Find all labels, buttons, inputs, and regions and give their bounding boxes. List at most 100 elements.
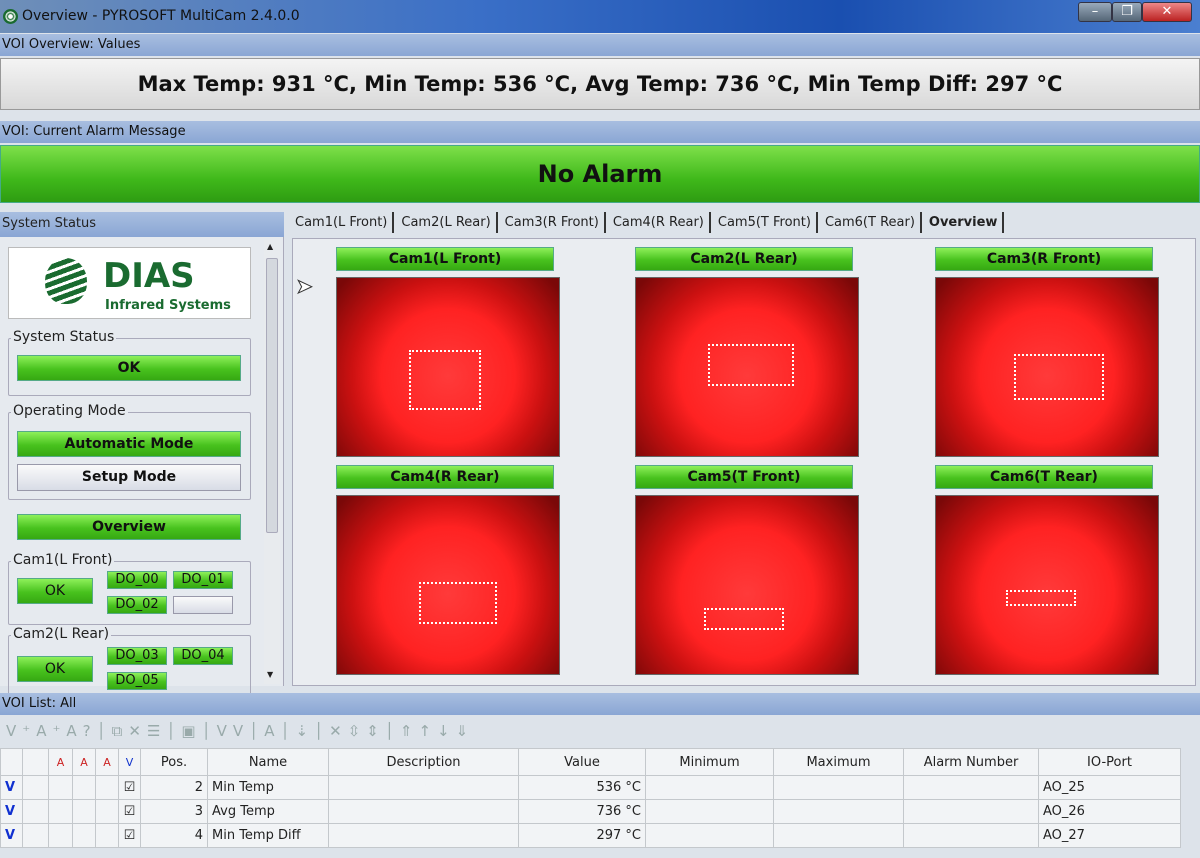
camera-label[interactable]: Cam2(L Rear): [635, 247, 853, 271]
scroll-up-icon[interactable]: ▲: [267, 242, 274, 251]
col-maximum[interactable]: Maximum: [773, 748, 904, 776]
camera-label[interactable]: Cam3(R Front): [935, 247, 1153, 271]
add-voi-icon[interactable]: V⁺: [6, 722, 37, 740]
voi-region[interactable]: [704, 608, 784, 630]
thermal-image[interactable]: [336, 495, 560, 675]
tab-0[interactable]: Cam1(L Front): [290, 212, 395, 233]
col-io-port[interactable]: IO-Port: [1038, 748, 1181, 776]
voi-region[interactable]: [419, 582, 497, 624]
minimize-button[interactable]: –: [1078, 2, 1112, 22]
camera-label[interactable]: Cam4(R Rear): [336, 465, 554, 489]
name-cell: Min Temp: [207, 775, 329, 800]
value-cell: 736 °C: [518, 799, 646, 824]
thermal-image[interactable]: [635, 277, 859, 457]
thermal-image[interactable]: [336, 277, 560, 457]
minimum-cell: [645, 775, 774, 800]
move-top-icon[interactable]: ⇑: [399, 722, 419, 740]
alarm-col-icon[interactable]: A: [72, 748, 96, 776]
group-label: Cam1(L Front): [11, 552, 115, 568]
col-pos[interactable]: Pos.: [140, 748, 208, 776]
distribute-icon[interactable]: ⇕: [366, 722, 385, 740]
delete-icon[interactable]: ✕: [128, 722, 147, 740]
camera-overview-area: Cam1(L Front) Cam2(L Rear) Cam3(R Front) Ca…: [292, 238, 1196, 686]
voi-save-icon[interactable]: V: [232, 722, 250, 740]
automatic-mode-button[interactable]: Automatic Mode: [17, 431, 241, 457]
move-icon[interactable]: ⇣: [295, 722, 315, 740]
table-row[interactable]: V ☑ 4 Min Temp Diff 297 °C AO_27: [0, 823, 1181, 848]
voi-region[interactable]: [1006, 590, 1076, 606]
dias-logo: DIAS Infrared Systems: [8, 247, 251, 319]
cam1-status-group: Cam1(L Front) OK DO_00 DO_01 DO_02: [8, 552, 251, 625]
tab-2[interactable]: Cam3(R Front): [500, 212, 606, 233]
tab-5[interactable]: Cam6(T Rear): [820, 212, 922, 233]
scroll-down-icon[interactable]: ▼: [267, 670, 274, 679]
remove-icon[interactable]: ✕: [329, 722, 348, 740]
alarm-header: VOI: Current Alarm Message: [0, 121, 1200, 143]
voi-edit-icon[interactable]: V: [216, 722, 233, 740]
system-status-ok: OK: [17, 355, 241, 381]
alarm-number-cell: [903, 823, 1039, 848]
pos-cell: 3: [140, 799, 208, 824]
thermal-image[interactable]: [635, 495, 859, 675]
copy-icon[interactable]: ⧉: [111, 722, 129, 740]
voi-flag: V: [0, 823, 23, 848]
voi-overview-header: VOI Overview: Values: [0, 34, 1200, 56]
alarm-number-cell: [903, 775, 1039, 800]
voi-region[interactable]: [1014, 354, 1104, 400]
left-panel-scrollbar[interactable]: ▲ ▼: [264, 240, 280, 684]
list-icon[interactable]: ☰: [146, 722, 167, 740]
tab-4[interactable]: Cam5(T Front): [713, 212, 818, 233]
camera-label[interactable]: Cam6(T Rear): [935, 465, 1153, 489]
minimum-cell: [645, 823, 774, 848]
maximum-cell: [773, 799, 904, 824]
value-cell: 536 °C: [518, 775, 646, 800]
close-button[interactable]: ✕: [1142, 2, 1192, 22]
col-description[interactable]: Description: [328, 748, 519, 776]
table-row[interactable]: V ☑ 3 Avg Temp 736 °C AO_26: [0, 799, 1181, 824]
alarm-col-icon[interactable]: A: [95, 748, 119, 776]
enabled-checkbox[interactable]: ☑: [118, 799, 141, 824]
properties-icon[interactable]: ▣: [181, 722, 202, 740]
add-alarm-icon[interactable]: A⁺: [36, 722, 67, 740]
do-indicator: DO_01: [173, 571, 233, 589]
col-alarm-number[interactable]: Alarm Number: [903, 748, 1039, 776]
voi-list-toolbar: V⁺A⁺A?│⧉✕☰│▣│VV│A│⇣│✕⇳⇕│⇑↑↓⇓: [6, 722, 475, 740]
voi-region[interactable]: [708, 344, 794, 386]
app-icon: [3, 9, 18, 24]
overview-button[interactable]: Overview: [17, 514, 241, 540]
move-down-icon[interactable]: ↓: [437, 722, 456, 740]
tab-1[interactable]: Cam2(L Rear): [396, 212, 498, 233]
scrollbar-thumb[interactable]: [266, 258, 278, 533]
system-status-panel: System Status DIAS Infrared Systems Syst…: [0, 212, 284, 695]
io-port-cell: AO_25: [1038, 775, 1181, 800]
camera-label[interactable]: Cam5(T Front): [635, 465, 853, 489]
enabled-checkbox[interactable]: ☑: [118, 823, 141, 848]
col-minimum[interactable]: Minimum: [645, 748, 774, 776]
maximize-button[interactable]: ❐: [1112, 2, 1142, 22]
alarm-col-icon[interactable]: A: [48, 748, 73, 776]
move-up-icon[interactable]: ↑: [418, 722, 438, 740]
maximum-cell: [773, 823, 904, 848]
group-label: Cam2(L Rear): [11, 626, 112, 642]
tab-3[interactable]: Cam4(R Rear): [608, 212, 711, 233]
name-cell: Min Temp Diff: [207, 823, 329, 848]
thermal-image[interactable]: [935, 495, 1159, 675]
enabled-checkbox[interactable]: ☑: [118, 775, 141, 800]
camera-label[interactable]: Cam1(L Front): [336, 247, 554, 271]
table-row[interactable]: V ☑ 2 Min Temp 536 °C AO_25: [0, 775, 1181, 800]
camera-tabs: Cam1(L Front) Cam2(L Rear) Cam3(R Front) Ca…: [290, 212, 1006, 237]
alarm-settings-icon[interactable]: A?: [66, 722, 97, 740]
col-name[interactable]: Name: [207, 748, 329, 776]
move-bottom-icon[interactable]: ⇓: [455, 722, 475, 740]
voi-region[interactable]: [409, 350, 481, 410]
setup-mode-button[interactable]: Setup Mode: [17, 464, 241, 491]
thermal-image[interactable]: [935, 277, 1159, 457]
voi-col-icon[interactable]: V: [118, 748, 141, 776]
clear-alarm-icon[interactable]: A: [264, 722, 281, 740]
col-value[interactable]: Value: [518, 748, 646, 776]
voi-table: A A A V Pos. Name Description Value Mini…: [0, 748, 1181, 848]
title-bar: Overview - PYROSOFT MultiCam 2.4.0.0 – ❐…: [0, 0, 1200, 33]
align-icon[interactable]: ⇳: [347, 722, 367, 740]
tab-6[interactable]: Overview: [924, 212, 1005, 233]
mouse-cursor-icon: ➤: [296, 274, 314, 299]
